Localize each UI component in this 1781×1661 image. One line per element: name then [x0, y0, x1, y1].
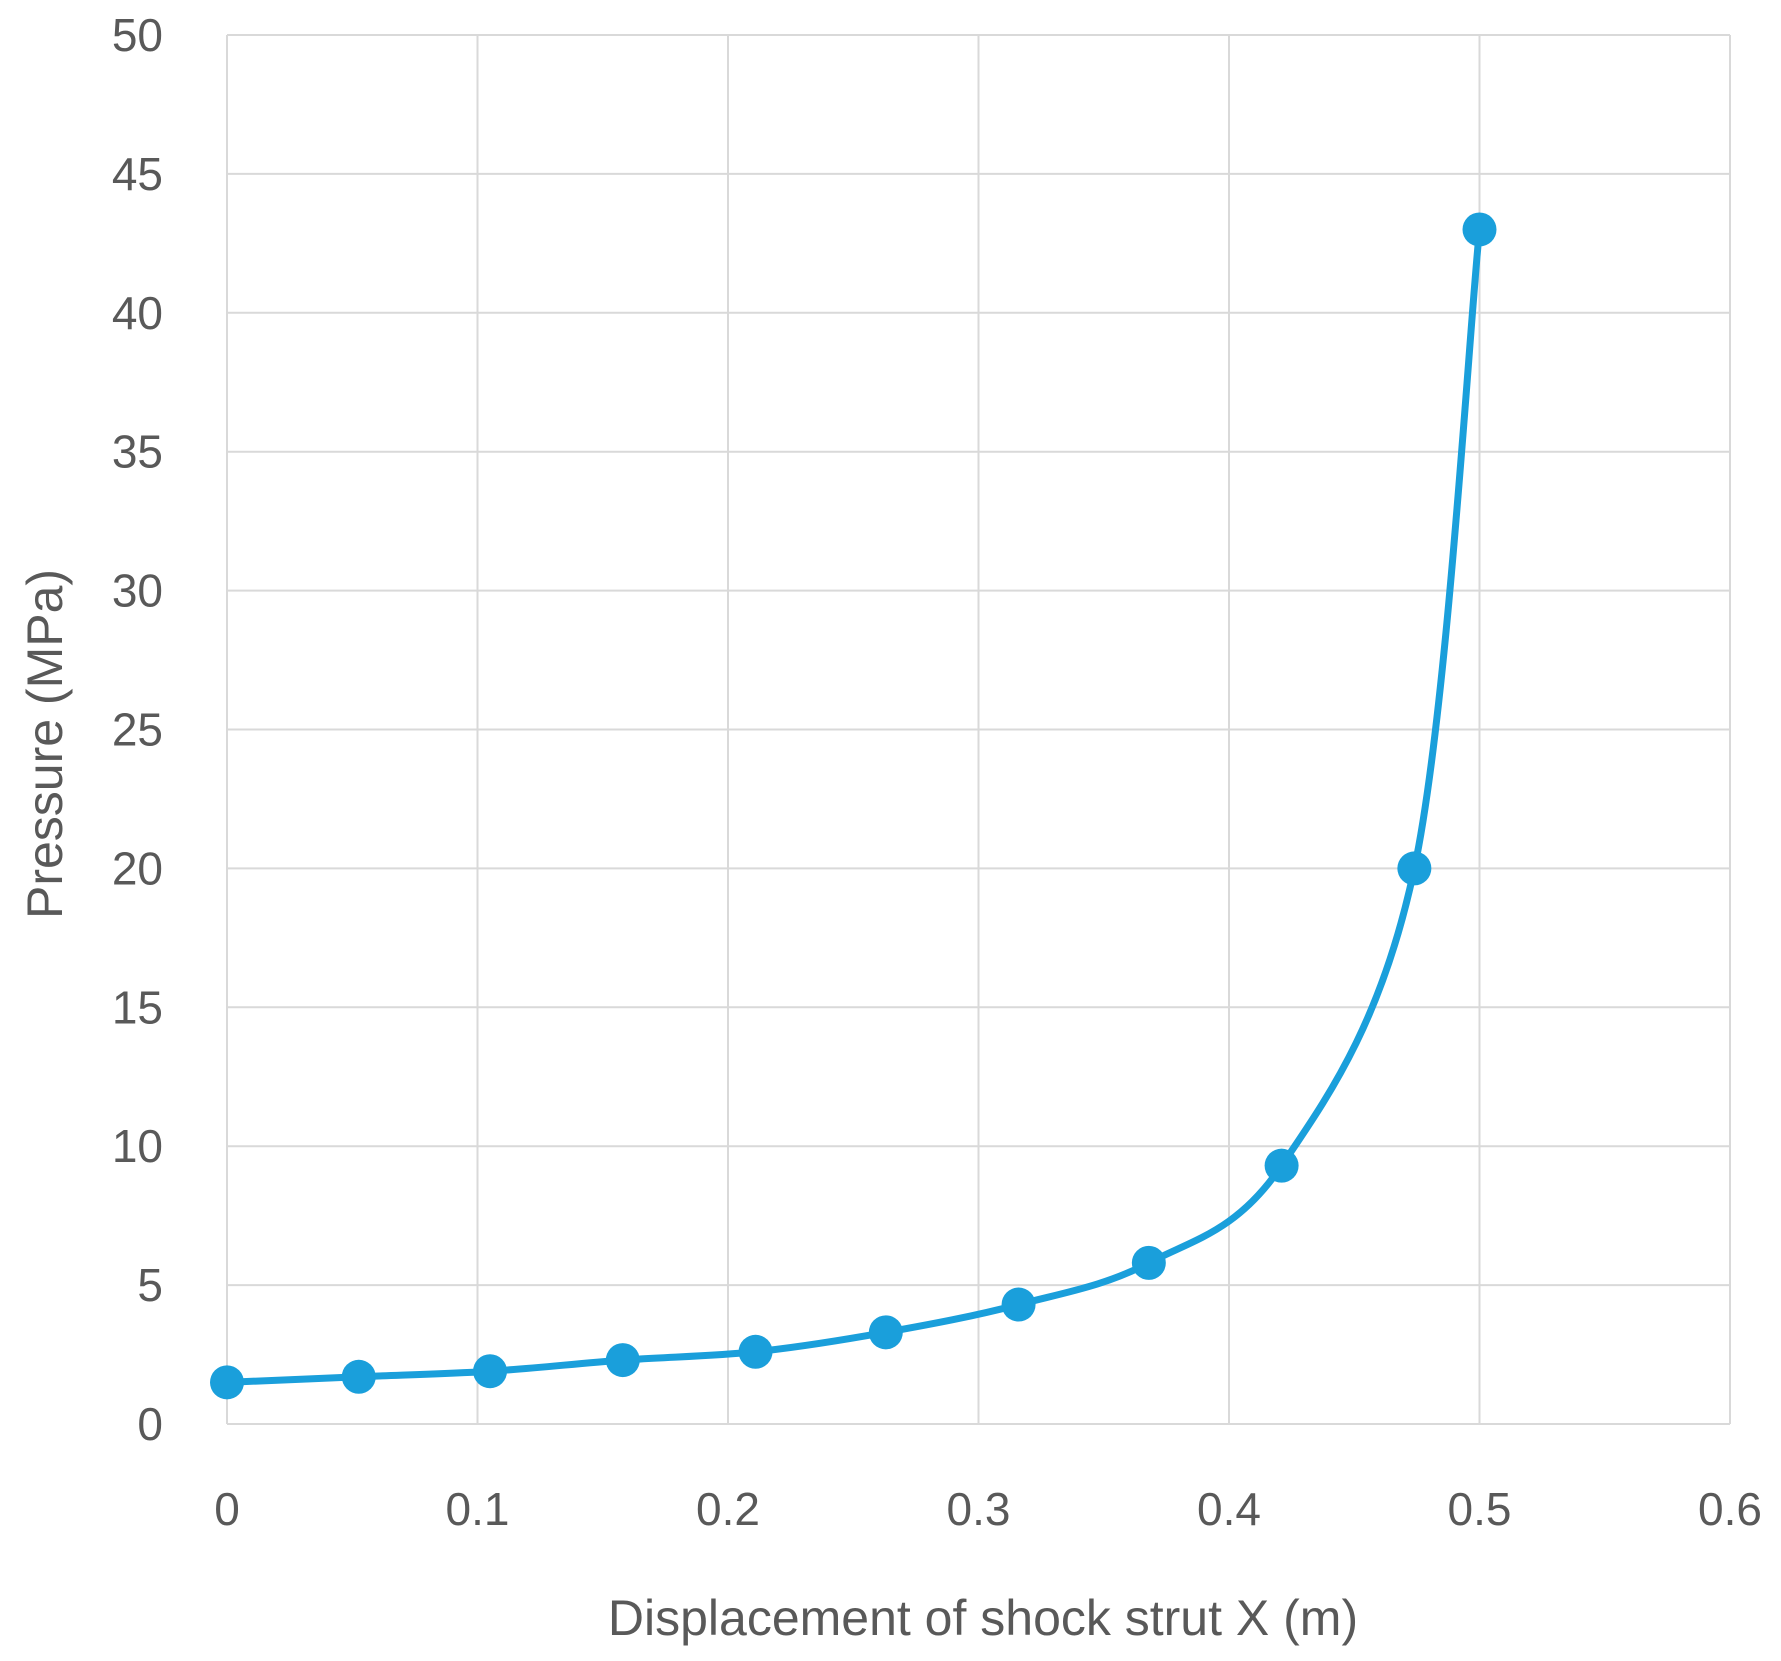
data-point	[868, 1315, 903, 1350]
series-line	[223, 225, 1483, 1386]
x-tick-label: 0	[214, 1483, 240, 1535]
grid	[226, 34, 1731, 1425]
series	[210, 212, 1497, 1400]
x-axis-title: Displacement of shock strut X (m)	[608, 1590, 1358, 1646]
y-tick-label: 5	[137, 1259, 163, 1311]
y-tick-label: 0	[137, 1398, 163, 1450]
data-point	[473, 1354, 508, 1389]
data-point	[1462, 212, 1497, 247]
y-tick-label: 15	[112, 981, 163, 1033]
data-point	[341, 1359, 376, 1394]
data-point	[1001, 1287, 1036, 1322]
y-tick-label: 25	[112, 704, 163, 756]
y-tick-label: 50	[112, 9, 163, 61]
x-tick-label: 0.3	[947, 1483, 1011, 1535]
data-point	[210, 1365, 244, 1400]
y-axis-title: Pressure (MPa)	[17, 569, 73, 919]
x-axis-ticks: 0 0.1 0.2 0.3 0.4 0.5 0.6	[214, 1483, 1762, 1535]
data-point	[738, 1334, 773, 1369]
y-tick-label: 40	[112, 287, 163, 339]
data-point	[605, 1343, 640, 1378]
data-point	[1397, 851, 1432, 886]
y-tick-label: 10	[112, 1120, 163, 1172]
x-tick-label: 0.5	[1448, 1483, 1512, 1535]
data-point	[1264, 1148, 1299, 1183]
y-tick-label: 35	[112, 426, 163, 478]
y-tick-label: 45	[112, 148, 163, 200]
y-tick-label: 20	[112, 842, 163, 894]
x-tick-label: 0.4	[1197, 1483, 1261, 1535]
data-point	[1131, 1245, 1166, 1280]
y-tick-label: 30	[112, 565, 163, 617]
x-tick-label: 0.6	[1698, 1483, 1762, 1535]
x-tick-label: 0.1	[446, 1483, 510, 1535]
x-tick-label: 0.2	[696, 1483, 760, 1535]
y-axis-ticks: 0 5 10 15 20 25 30 35 40 45 50	[112, 9, 163, 1450]
